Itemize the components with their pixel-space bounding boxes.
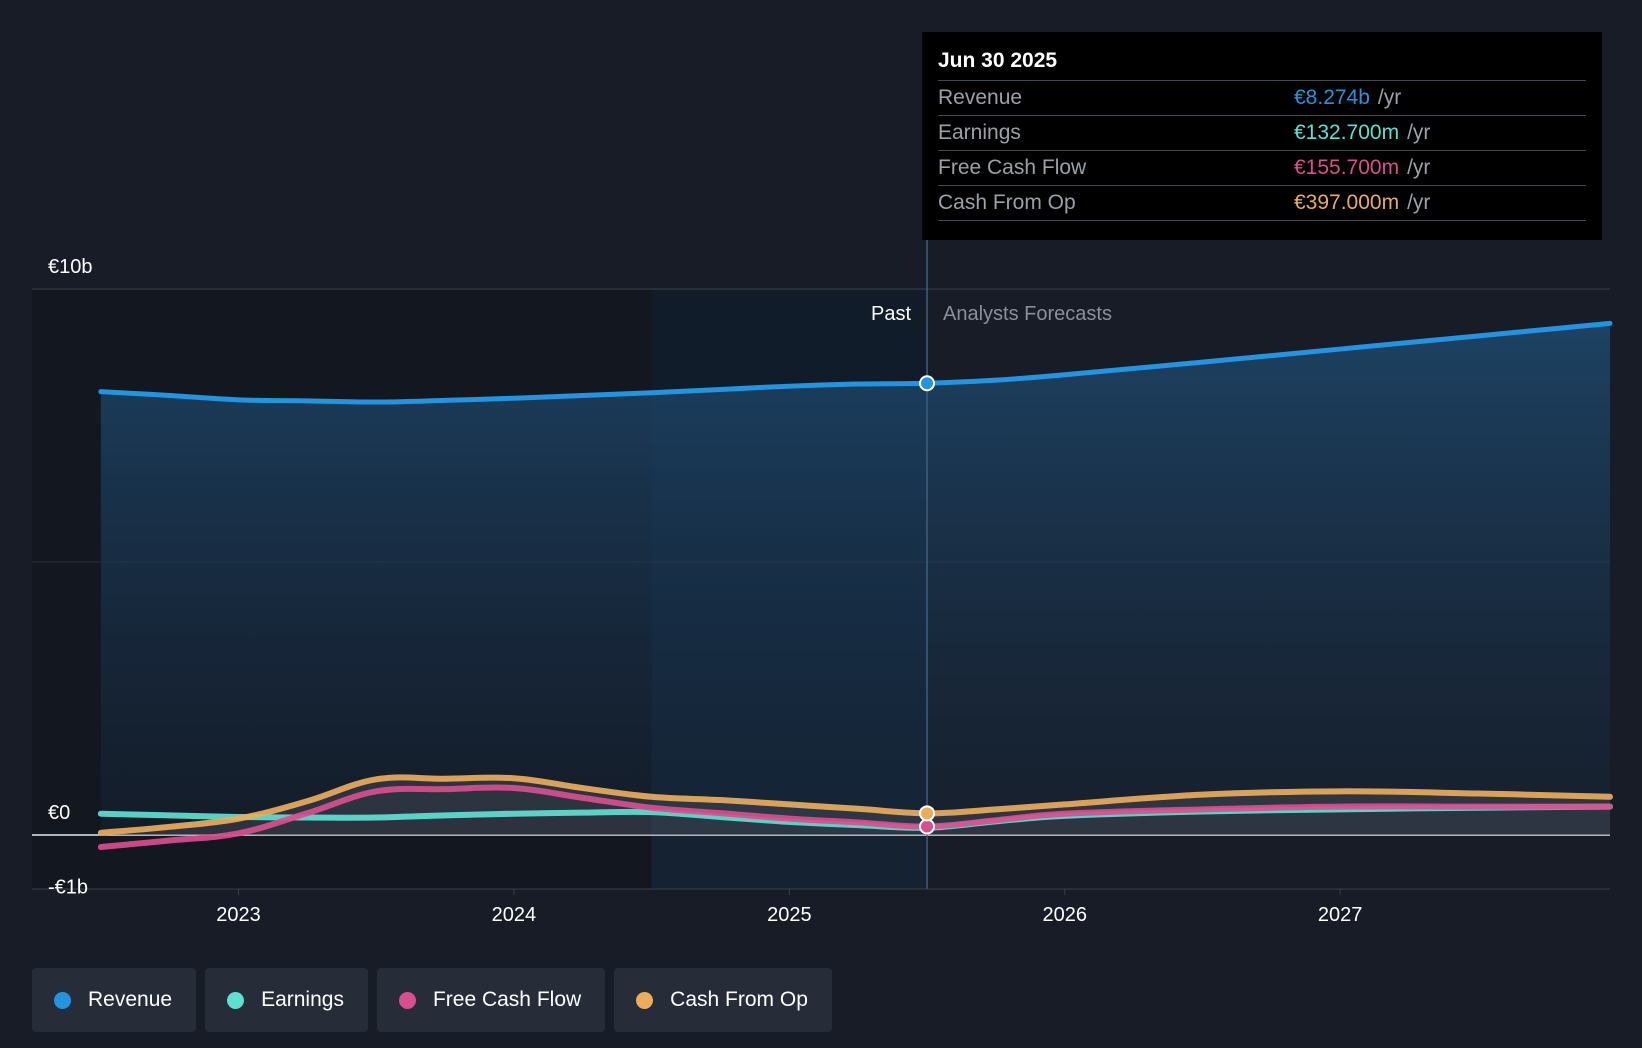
legend-label: Cash From Op	[670, 988, 808, 1011]
tooltip-row-label: Free Cash Flow	[938, 156, 1087, 179]
y-tick-label: -€1b	[48, 877, 88, 899]
revenue-line	[98, 320, 1613, 405]
tooltip-row-unit: /yr	[1377, 86, 1402, 109]
x-tick-label: 2027	[1318, 904, 1363, 926]
legend-item-free-cash-flow[interactable]: Free Cash Flow	[376, 968, 606, 1032]
legend-item-cash-from-op[interactable]: Cash From Op	[614, 968, 832, 1032]
tooltip-row-cash-from-op: Cash From Op €397.000m /yr	[938, 186, 1586, 221]
tooltip-date: Jun 30 2025	[938, 46, 1586, 81]
legend-label: Free Cash Flow	[432, 988, 582, 1011]
x-tick-label: 2023	[216, 904, 261, 926]
x-tick-label: 2024	[492, 904, 537, 926]
x-tick-label: 2026	[1042, 904, 1087, 926]
legend-item-revenue[interactable]: Revenue	[32, 968, 197, 1032]
tooltip-row-value: €397.000m	[1294, 191, 1400, 214]
free-cash-flow-line	[97, 784, 1613, 851]
tooltip-row-unit: /yr	[1407, 156, 1431, 179]
cash-from-op-line	[97, 774, 1613, 836]
forecast-label: Analysts Forecasts	[943, 303, 1112, 325]
y-tick-label: €0	[48, 802, 70, 824]
cash-from-op-marker	[919, 805, 936, 822]
x-tick-label: 2025	[767, 904, 812, 926]
free-cash-flow-marker	[919, 818, 936, 835]
legend-item-earnings[interactable]: Earnings	[205, 968, 368, 1032]
tooltip-row-earnings: Earnings €132.700m /yr	[938, 116, 1586, 151]
legend-dot-icon	[54, 991, 71, 1009]
legend-label: Earnings	[261, 988, 344, 1011]
tooltip-row-value: €132.700m	[1294, 121, 1400, 144]
legend: Revenue Earnings Free Cash Flow Cash Fro…	[32, 968, 832, 1032]
tooltip-row-revenue: Revenue €8.274b /yr	[938, 81, 1586, 116]
legend-dot-icon	[398, 991, 416, 1009]
chart-area: 2023 2024 2025 2026 2027 €10b €0 -€1b Past Analys…	[32, 240, 1613, 926]
tooltip-row-unit: /yr	[1407, 121, 1431, 144]
legend-dot-icon	[636, 991, 654, 1009]
revenue-area	[100, 323, 1611, 835]
y-tick-label: €10b	[48, 256, 93, 278]
tooltip-row-label: Earnings	[938, 121, 1021, 144]
tooltip-row-free-cash-flow: Free Cash Flow €155.700m /yr	[938, 151, 1586, 186]
tooltip-row-unit: /yr	[1407, 191, 1431, 214]
tooltip-row-value: €8.274b	[1294, 86, 1370, 109]
tooltip-row-label: Cash From Op	[938, 191, 1076, 214]
cash-from-op-area	[100, 777, 1611, 835]
tooltip-row-value: €155.700m	[1294, 156, 1400, 179]
revenue-marker	[919, 375, 936, 392]
tooltip-row-label: Revenue	[938, 86, 1023, 109]
past-label: Past	[871, 303, 911, 325]
tooltip-panel: Jun 30 2025 Revenue €8.274b /yr Earnings…	[922, 32, 1602, 240]
legend-dot-icon	[227, 991, 245, 1009]
legend-label: Revenue	[88, 988, 173, 1011]
